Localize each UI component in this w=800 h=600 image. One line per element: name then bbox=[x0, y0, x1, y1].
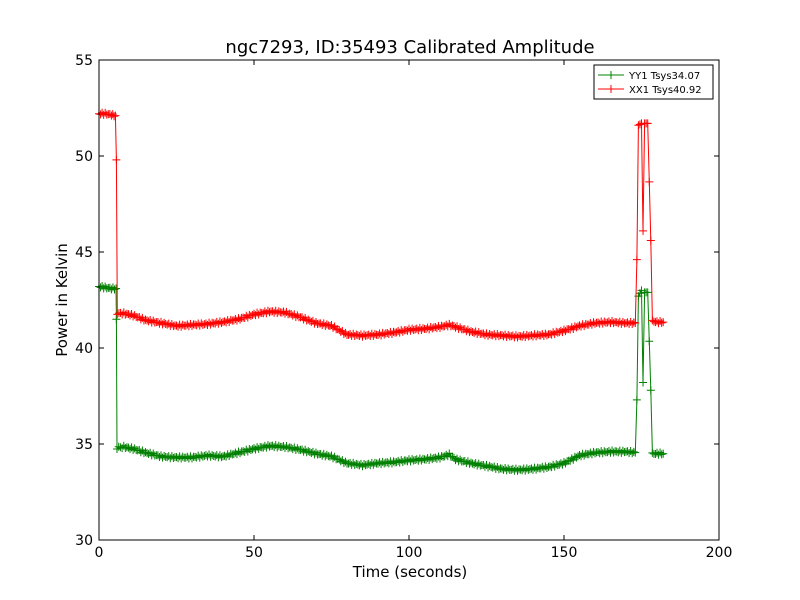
data-point bbox=[643, 119, 652, 128]
data-point bbox=[659, 318, 668, 327]
data-point bbox=[657, 318, 666, 327]
legend: YY1 Tsys34.07 XX1 Tsys40.92 bbox=[593, 64, 714, 100]
data-point bbox=[629, 318, 638, 327]
legend-label: XX1 Tsys40.92 bbox=[629, 85, 702, 96]
legend-marker bbox=[607, 71, 615, 79]
y-tick-label: 40 bbox=[75, 341, 93, 357]
data-point bbox=[629, 447, 638, 456]
x-tick-label: 50 bbox=[245, 545, 263, 561]
chart-title: ngc7293, ID:35493 Calibrated Amplitude bbox=[225, 37, 594, 58]
data-point bbox=[116, 308, 125, 317]
data-point bbox=[112, 315, 121, 324]
y-tick-label: 35 bbox=[75, 437, 93, 453]
y-tick-label: 55 bbox=[75, 53, 93, 69]
x-tick-label: 100 bbox=[396, 545, 423, 561]
data-point bbox=[645, 177, 654, 186]
x-tick-label: 150 bbox=[551, 545, 578, 561]
data-point bbox=[645, 337, 654, 346]
data-point bbox=[639, 378, 648, 387]
plot-area bbox=[95, 108, 668, 475]
data-point bbox=[632, 255, 641, 264]
axis-ticks: 0 50 100 150 200 30 35 40 45 50 55 bbox=[75, 53, 732, 561]
y-tick-label: 50 bbox=[75, 149, 93, 165]
data-point bbox=[639, 226, 648, 235]
series-xx1 bbox=[95, 108, 668, 342]
data-point bbox=[632, 395, 641, 404]
data-point bbox=[110, 112, 119, 121]
x-axis-label: Time (seconds) bbox=[352, 563, 468, 581]
series-markers bbox=[95, 108, 668, 342]
data-point bbox=[646, 236, 655, 245]
y-tick-label: 45 bbox=[75, 245, 93, 261]
data-point bbox=[643, 288, 652, 297]
y-axis-label: Power in Kelvin bbox=[53, 243, 71, 357]
data-point bbox=[646, 386, 655, 395]
data-point bbox=[112, 284, 121, 293]
legend-marker bbox=[607, 85, 615, 93]
legend-box bbox=[593, 64, 714, 100]
data-point bbox=[657, 450, 666, 459]
legend-label: YY1 Tsys34.07 bbox=[628, 71, 700, 82]
x-tick-label: 0 bbox=[95, 545, 104, 561]
x-tick-label: 200 bbox=[706, 545, 733, 561]
series-yy1 bbox=[95, 282, 668, 475]
y-tick-label: 30 bbox=[75, 533, 93, 549]
data-point bbox=[111, 111, 120, 120]
data-point bbox=[112, 155, 121, 164]
data-point bbox=[659, 449, 668, 458]
series-markers bbox=[95, 282, 668, 475]
data-point bbox=[635, 120, 644, 129]
data-point bbox=[631, 319, 640, 328]
data-point bbox=[631, 448, 640, 457]
